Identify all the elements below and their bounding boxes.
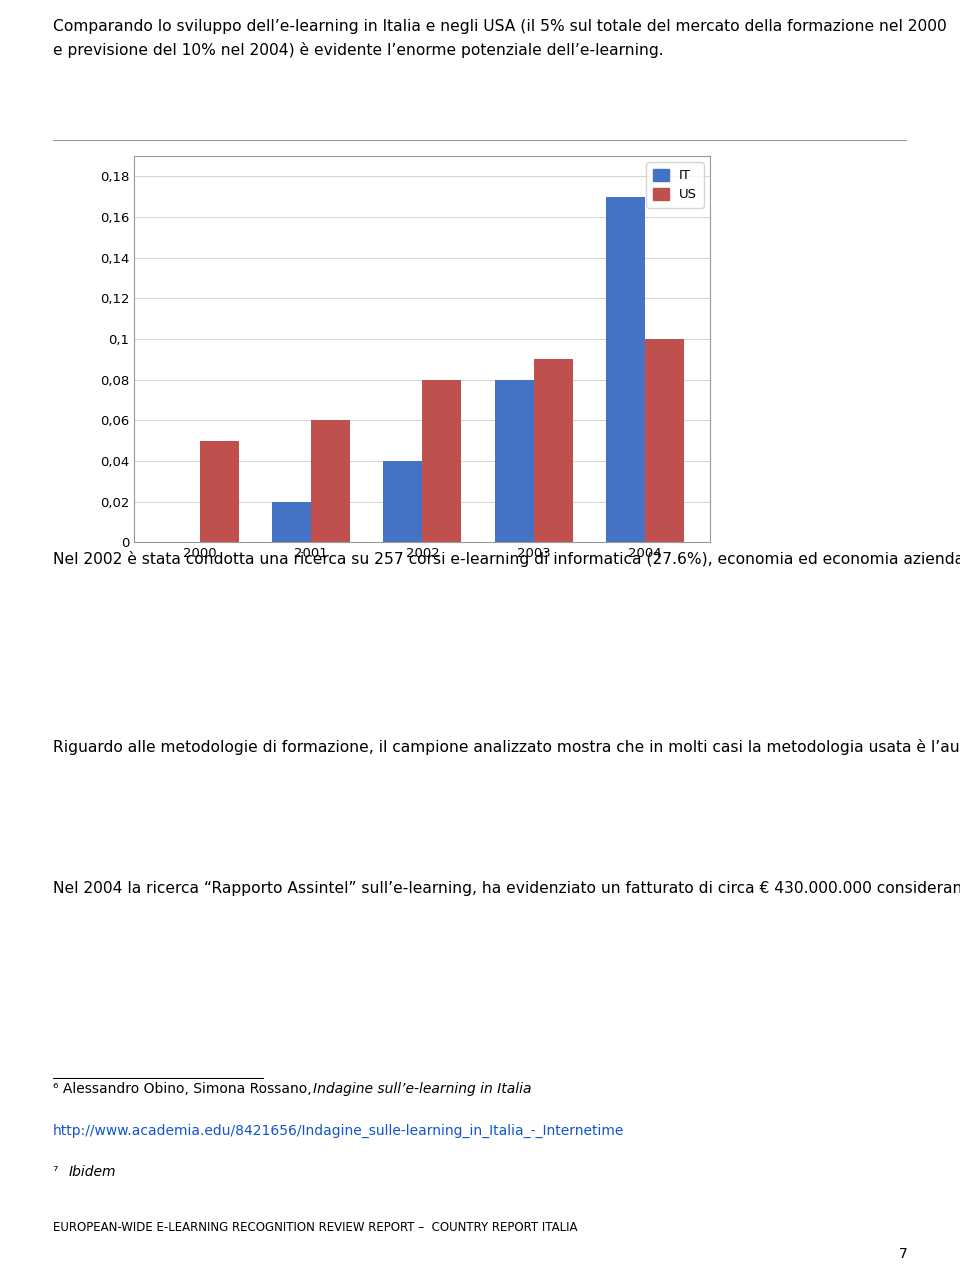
Text: http://www.academia.edu/8421656/Indagine_sulle-learning_in_Italia_-_Internetime: http://www.academia.edu/8421656/Indagine…: [53, 1124, 624, 1138]
Text: ⁶ Alessandro Obino, Simona Rossano,: ⁶ Alessandro Obino, Simona Rossano,: [53, 1082, 316, 1096]
Bar: [311, 421, 350, 542]
Bar: [606, 196, 645, 542]
Bar: [200, 441, 239, 542]
Text: 7: 7: [899, 1247, 907, 1261]
Bar: [383, 461, 422, 542]
Text: Indagine sull’e-learning in Italia: Indagine sull’e-learning in Italia: [313, 1082, 532, 1096]
Legend: IT, US: IT, US: [646, 162, 704, 208]
Text: Ibidem: Ibidem: [68, 1164, 115, 1178]
Bar: [422, 380, 462, 542]
Text: EUROPEAN-WIDE E-LEARNING RECOGNITION REVIEW REPORT –  COUNTRY REPORT ITALIA: EUROPEAN-WIDE E-LEARNING RECOGNITION REV…: [53, 1221, 577, 1234]
Text: Nel 2002 è stata condotta una ricerca su 257 corsi e-learning di informatica (27: Nel 2002 è stata condotta una ricerca su…: [53, 551, 960, 568]
Bar: [534, 360, 573, 542]
Bar: [645, 338, 684, 542]
Bar: [272, 502, 311, 542]
Text: Nel 2004 la ricerca “Rapporto Assintel” sull’e-learning, ha evidenziato un fattu: Nel 2004 la ricerca “Rapporto Assintel” …: [53, 881, 960, 896]
Text: Riguardo alle metodologie di formazione, il campione analizzato mostra che in mo: Riguardo alle metodologie di formazione,…: [53, 739, 960, 755]
Text: Comparando lo sviluppo dell’e-learning in Italia e negli USA (il 5% sul totale d: Comparando lo sviluppo dell’e-learning i…: [53, 19, 947, 58]
Text: ⁷: ⁷: [53, 1164, 62, 1178]
Bar: [494, 380, 534, 542]
